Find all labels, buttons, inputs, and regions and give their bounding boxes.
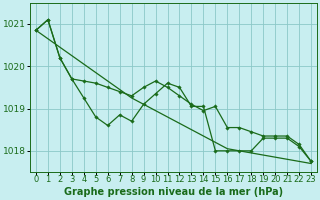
X-axis label: Graphe pression niveau de la mer (hPa): Graphe pression niveau de la mer (hPa): [64, 187, 283, 197]
